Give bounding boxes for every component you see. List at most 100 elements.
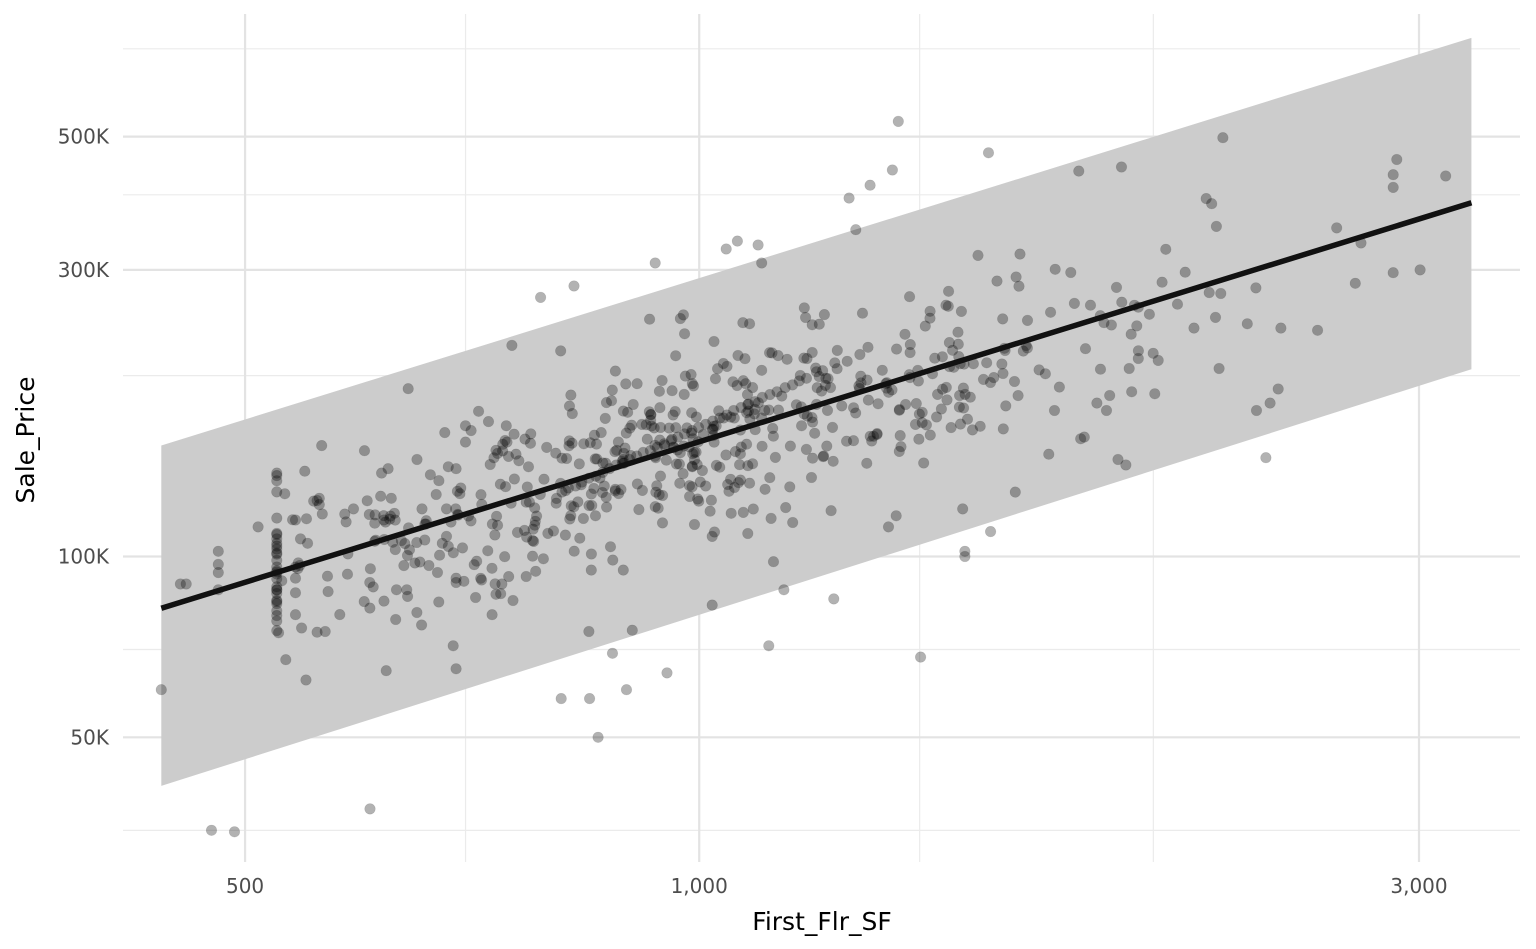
data-point [473,405,485,417]
data-point [294,533,307,545]
data-point [756,257,768,269]
data-point [475,572,487,584]
data-point [612,436,625,448]
data-point [866,435,878,447]
data-point [1414,264,1426,276]
data-point [822,373,834,385]
data-point [767,430,780,442]
data-point [363,508,375,521]
data-point [686,425,698,437]
data-point [1065,266,1077,279]
data-point [931,388,944,401]
data-point [364,602,376,614]
data-point [271,584,283,596]
data-point [271,581,283,593]
data-point [313,499,325,511]
data-point [663,422,675,434]
data-point [806,346,818,359]
data-point [649,257,661,269]
data-point [890,343,903,355]
data-point [390,613,402,626]
data-point [740,378,752,390]
data-point [778,584,790,596]
data-point [280,654,292,666]
y-tick-label: 500K [58,125,110,149]
data-point [271,615,283,627]
data-point [271,512,283,524]
data-point [1075,433,1087,445]
data-point [903,291,916,303]
data-point [572,496,584,508]
y-tick-label: 300K [58,258,110,282]
data-point [155,684,167,696]
data-point [620,684,633,696]
data-point [555,345,567,357]
data-point [997,313,1009,325]
data-point [600,491,612,503]
data-point [756,391,768,404]
data-point [656,374,668,387]
data-point [1188,322,1200,334]
data-point [271,467,283,479]
data-point [520,570,532,583]
data-point [687,448,699,460]
data-point [430,488,442,501]
data-point [495,588,507,600]
data-point [739,353,751,365]
data-point [530,510,543,522]
data-point [855,370,867,382]
data-point [654,470,667,482]
data-point [743,477,756,489]
data-point [784,440,797,452]
data-point [953,401,966,413]
data-point [615,483,627,496]
data-point [734,448,747,460]
data-point [735,441,747,453]
data-point [728,412,740,424]
data-point [486,562,498,574]
data-point [555,692,567,705]
data-point [685,427,698,439]
data-point [491,510,503,522]
data-point [1143,308,1155,320]
data-point [454,488,466,500]
data-point [423,559,435,572]
data-point [722,478,734,491]
data-point [534,291,547,304]
data-point [747,503,759,515]
data-point [1152,354,1164,367]
data-point [914,651,927,663]
data-point [645,409,657,421]
data-point [1079,343,1092,355]
data-point [954,418,967,430]
data-point [447,640,459,652]
data-point [529,502,541,514]
data-point [945,422,957,434]
data-point [279,488,291,500]
data-point [957,503,969,515]
data-point [813,318,825,330]
data-point [959,545,971,557]
data-point [749,396,761,408]
data-point [451,485,464,497]
data-point [890,510,902,522]
data-point [831,363,843,375]
data-point [419,534,431,546]
data-point [1094,363,1107,375]
data-point [538,473,550,485]
data-point [800,443,813,456]
data-point [1387,169,1399,181]
data-point [690,446,702,458]
data-point [358,445,371,457]
data-point [836,400,848,412]
data-point [271,527,283,540]
data-point [525,428,537,440]
data-point [686,460,699,472]
data-point [369,509,381,521]
data-point [756,440,768,452]
data-point [1010,271,1022,283]
data-point [636,418,648,431]
data-point [752,239,764,251]
data-point [398,559,410,572]
data-point [780,502,792,514]
